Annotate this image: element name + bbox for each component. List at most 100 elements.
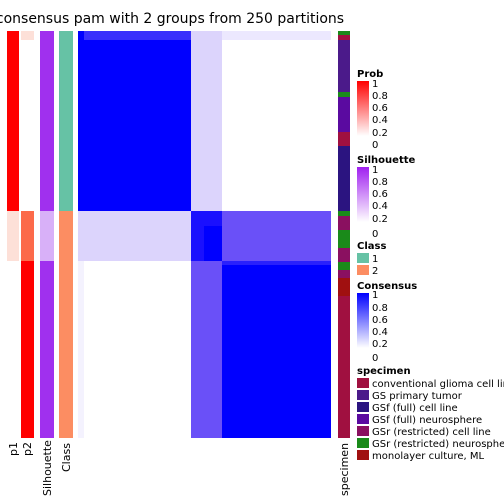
specimen-seg [338, 248, 350, 262]
cell-top-left-corner [78, 31, 84, 40]
legend-consensus-tick: 0.4 [372, 327, 388, 338]
cell-block-2-1-faint [78, 261, 84, 438]
legend-consensus-tick: 0.2 [372, 339, 388, 350]
legend-specimen-label: conventional glioma cell line [372, 379, 504, 390]
cell-block-2-1 [78, 211, 191, 261]
class-group2 [59, 211, 73, 438]
silhouette-group1 [40, 31, 54, 211]
chart-title: consensus pam with 2 groups from 250 par… [0, 11, 344, 27]
legend-consensus: Consensus 1 0.8 0.6 0.4 0.2 0 [357, 281, 417, 364]
label-class: Class [60, 443, 73, 472]
legend-class-label-2: 2 [372, 266, 378, 277]
legend-silhouette-tick: 0.8 [372, 177, 388, 188]
legend-specimen-swatch [357, 402, 369, 412]
cell-block-2-2-outer-left [191, 261, 222, 438]
legend-prob-title: Prob [357, 69, 383, 80]
legend-prob-tick: 0 [372, 140, 378, 151]
legend-prob-tick: 0.2 [372, 128, 388, 139]
legend-specimen: specimen conventional glioma cell line G… [357, 366, 504, 462]
legend-silhouette-tick: 0 [372, 229, 378, 240]
legend-specimen-swatch [357, 414, 369, 424]
legend-specimen-label: GSf (full) neurosphere [372, 415, 482, 426]
cell-block-1-1 [78, 40, 191, 211]
legend-consensus-tick: 0 [372, 353, 378, 364]
legend-specimen-label: GS primary tumor [372, 391, 463, 402]
legend-consensus-colorbar [357, 293, 369, 348]
legend-consensus-tick: 1 [372, 290, 378, 301]
silhouette-group2 [40, 261, 54, 438]
legend-class-swatch-2 [357, 265, 369, 275]
legend-specimen-swatch [357, 450, 369, 460]
specimen-seg [338, 230, 350, 248]
label-silhouette: Silhouette [41, 440, 54, 496]
specimen-seg [338, 216, 350, 230]
specimen-seg [338, 40, 350, 92]
legend-prob-tick: 1 [372, 79, 378, 90]
legend-silhouette-tick: 0.4 [372, 201, 388, 212]
specimen-seg [338, 97, 350, 132]
cell-block-1-2b [222, 40, 331, 211]
legend-prob: Prob 1 0.8 0.6 0.4 0.2 0 [357, 69, 388, 151]
silhouette-annotation [40, 31, 54, 438]
cell-block-2-2-edge [222, 261, 331, 265]
specimen-seg [338, 262, 350, 270]
consensus-matrix [78, 31, 331, 438]
p1-group1-top [7, 31, 19, 40]
label-p2: p2 [21, 442, 34, 456]
annotation-labels: p1 p2 Silhouette Class specimen [7, 440, 351, 496]
legend-consensus-title: Consensus [357, 281, 417, 292]
legend-specimen-swatch [357, 378, 369, 388]
legend-specimen-label: GSr (restricted) cell line [372, 427, 491, 438]
label-specimen: specimen [338, 443, 351, 496]
legend-silhouette: Silhouette 1 0.8 0.6 0.4 0.2 0 [357, 155, 416, 240]
legend-class-title: Class [357, 241, 386, 252]
legend-prob-tick: 0.8 [372, 91, 388, 102]
p1-annotation [7, 31, 19, 438]
p1-group1 [7, 40, 19, 211]
silhouette-group2-low [40, 211, 54, 261]
cell-block-2-2 [222, 261, 331, 438]
legend-specimen-swatch [357, 426, 369, 436]
specimen-seg [338, 270, 350, 278]
legend-specimen-label: GSr (restricted) neurosphere [372, 439, 504, 450]
p1-group2-low [7, 211, 19, 261]
legend-prob-colorbar [357, 81, 369, 136]
cell-block-1-2a [191, 31, 222, 211]
legend-specimen-swatch [357, 390, 369, 400]
specimen-seg [338, 146, 350, 211]
legend-class-label-1: 1 [372, 254, 378, 265]
legend-silhouette-tick: 1 [372, 165, 378, 176]
legend-consensus-tick: 0.8 [372, 303, 388, 314]
specimen-annotation [338, 31, 350, 438]
cell-block-2-2-core-inner [204, 226, 222, 261]
specimen-seg [338, 31, 350, 35]
class-group1 [59, 31, 73, 211]
legend-specimen-swatch [357, 438, 369, 448]
specimen-seg [338, 211, 350, 216]
specimen-seg [338, 132, 350, 146]
legend-silhouette-tick: 0.2 [372, 214, 388, 225]
legend-prob-tick: 0.4 [372, 115, 388, 126]
p1-group2 [7, 261, 19, 438]
cell-top-strip-blue [78, 31, 191, 40]
specimen-seg [338, 92, 350, 97]
specimen-seg [338, 296, 350, 438]
p2-annotation [21, 31, 34, 438]
p2-group2 [21, 261, 34, 438]
legend-silhouette-title: Silhouette [357, 155, 416, 166]
p2-group1-top [21, 31, 34, 40]
legend-specimen-label: GSf (full) cell line [372, 403, 458, 414]
specimen-seg [338, 278, 350, 296]
legend-silhouette-colorbar [357, 167, 369, 222]
label-p1: p1 [7, 442, 20, 456]
legend-specimen-title: specimen [357, 366, 411, 377]
p2-group1 [21, 40, 34, 211]
specimen-seg [338, 35, 350, 40]
legend-class: Class 1 2 [357, 241, 386, 277]
p2-group2-mid [21, 211, 34, 261]
legend-class-swatch-1 [357, 253, 369, 263]
legend-silhouette-tick: 0.6 [372, 189, 388, 200]
legend-specimen-label: monolayer culture, ML [372, 451, 484, 462]
class-annotation [59, 31, 73, 438]
